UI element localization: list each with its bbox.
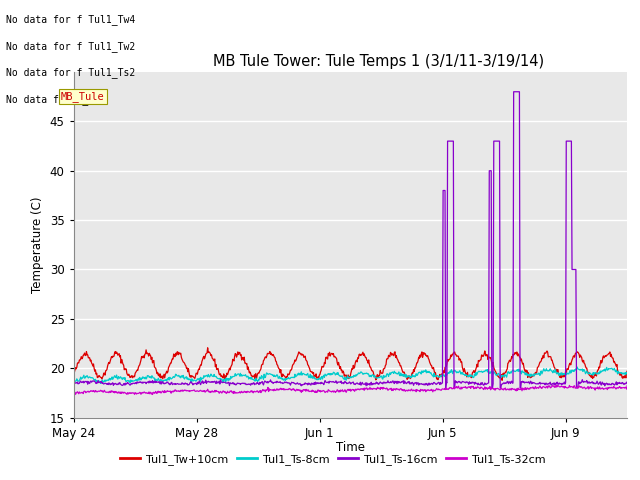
Tul1_Ts-16cm <box>271 380 279 385</box>
Tul1_Tw+10cm <box>272 358 280 364</box>
Tul1_Ts-8cm <box>97 381 104 386</box>
Y-axis label: Temperature (C): Temperature (C) <box>31 196 44 293</box>
Tul1_Tw+10cm <box>301 353 309 359</box>
Text: MB_Tule: MB_Tule <box>61 91 104 102</box>
Tul1_Ts-16cm <box>301 382 308 387</box>
Tul1_Ts-32cm <box>301 386 309 392</box>
Tul1_Tw+10cm <box>90 361 97 367</box>
Text: No data for f Tul1_Ts2: No data for f Tul1_Ts2 <box>6 67 136 78</box>
Tul1_Ts-8cm <box>200 374 208 380</box>
Tul1_Tw+10cm <box>499 377 506 383</box>
Tul1_Ts-32cm <box>518 385 525 391</box>
Text: No data for f Tul1_Tw2: No data for f Tul1_Tw2 <box>6 41 136 52</box>
X-axis label: Time: Time <box>336 441 365 454</box>
Tul1_Ts-16cm <box>90 378 97 384</box>
Tul1_Ts-16cm <box>510 89 518 95</box>
Tul1_Ts-32cm <box>148 392 156 397</box>
Tul1_Ts-32cm <box>566 383 573 388</box>
Tul1_Ts-32cm <box>272 387 280 393</box>
Tul1_Ts-16cm <box>383 380 391 385</box>
Tul1_Ts-16cm <box>70 380 77 385</box>
Tul1_Tw+10cm <box>518 359 526 365</box>
Tul1_Tw+10cm <box>384 356 392 361</box>
Tul1_Ts-8cm <box>70 380 77 385</box>
Tul1_Ts-16cm <box>442 385 449 391</box>
Tul1_Ts-16cm <box>518 379 526 385</box>
Tul1_Ts-8cm <box>301 372 309 378</box>
Text: No data for f_: No data for f_ <box>6 94 89 105</box>
Tul1_Ts-16cm <box>200 379 207 385</box>
Tul1_Ts-16cm <box>623 381 631 386</box>
Title: MB Tule Tower: Tule Temps 1 (3/1/11-3/19/14): MB Tule Tower: Tule Temps 1 (3/1/11-3/19… <box>212 54 543 70</box>
Tul1_Ts-8cm <box>573 364 581 370</box>
Tul1_Tw+10cm <box>70 370 77 376</box>
Tul1_Ts-8cm <box>384 372 392 378</box>
Tul1_Ts-8cm <box>272 374 280 380</box>
Tul1_Ts-32cm <box>90 388 97 394</box>
Line: Tul1_Ts-16cm: Tul1_Ts-16cm <box>74 92 627 388</box>
Tul1_Tw+10cm <box>623 368 631 374</box>
Tul1_Ts-8cm <box>518 371 525 377</box>
Line: Tul1_Tw+10cm: Tul1_Tw+10cm <box>74 348 627 380</box>
Tul1_Ts-32cm <box>623 383 631 388</box>
Line: Tul1_Ts-8cm: Tul1_Ts-8cm <box>74 367 627 384</box>
Text: No data for f Tul1_Tw4: No data for f Tul1_Tw4 <box>6 14 136 25</box>
Tul1_Ts-8cm <box>623 370 631 375</box>
Legend: Tul1_Tw+10cm, Tul1_Ts-8cm, Tul1_Ts-16cm, Tul1_Ts-32cm: Tul1_Tw+10cm, Tul1_Ts-8cm, Tul1_Ts-16cm,… <box>116 450 550 469</box>
Line: Tul1_Ts-32cm: Tul1_Ts-32cm <box>74 385 627 395</box>
Tul1_Tw+10cm <box>200 353 207 359</box>
Tul1_Ts-8cm <box>90 376 97 382</box>
Tul1_Ts-32cm <box>70 390 77 396</box>
Tul1_Ts-32cm <box>200 388 208 394</box>
Tul1_Tw+10cm <box>204 345 211 351</box>
Tul1_Ts-32cm <box>384 387 392 393</box>
